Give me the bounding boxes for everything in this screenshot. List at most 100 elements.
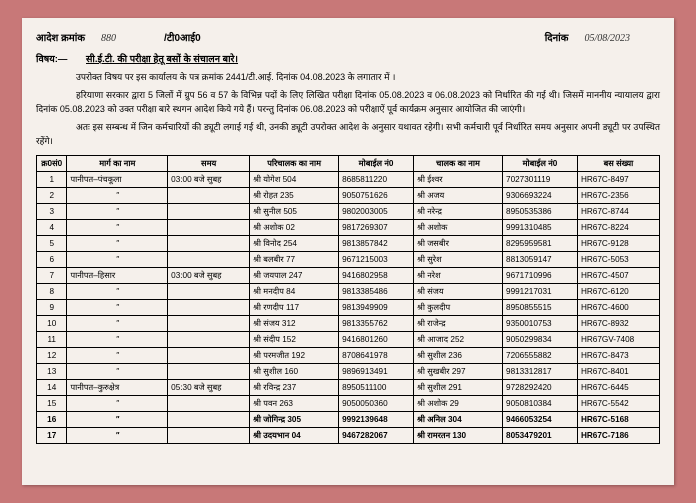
cell-sn: 14 (37, 379, 67, 395)
order-label: आदेश क्रमांक (36, 30, 85, 44)
cell-mobile-1: 9813385486 (339, 283, 414, 299)
table-body: 1पानीपत–पंचकूला03:00 बजे सुबहश्री योगेश … (37, 171, 660, 443)
cell-mobile-1: 9817269307 (339, 219, 414, 235)
cell-time: 05:30 बजे सुबह (168, 379, 250, 395)
cell-conductor: श्री योगेश 504 (250, 171, 339, 187)
cell-mobile-1: 9467282067 (339, 427, 414, 443)
cell-time (168, 347, 250, 363)
cell-route: " (67, 299, 168, 315)
cell-route: " (67, 427, 168, 443)
cell-conductor: श्री रविन्द्र 237 (250, 379, 339, 395)
th-route: मार्ग का नाम (67, 155, 168, 171)
cell-mobile-2: 9050299834 (503, 331, 578, 347)
cell-driver: श्री सुरेश (414, 251, 503, 267)
date-label: दिनांक (545, 30, 569, 44)
cell-conductor: श्री रोहत 235 (250, 187, 339, 203)
cell-time (168, 187, 250, 203)
cell-time (168, 427, 250, 443)
cell-mobile-1: 9813949909 (339, 299, 414, 315)
duty-table: क्र0सं0 मार्ग का नाम समय परिचालक का नाम … (36, 155, 660, 444)
cell-driver: श्री नरेन्द्र (414, 203, 503, 219)
cell-mobile-2: 7206555882 (503, 347, 578, 363)
cell-bus: HR67C-7186 (577, 427, 659, 443)
table-row: 12"श्री परमजीत 1928708641978श्री सुशील 2… (37, 347, 660, 363)
cell-bus: HR67C-5542 (577, 395, 659, 411)
cell-mobile-1: 9813355762 (339, 315, 414, 331)
cell-route: " (67, 395, 168, 411)
cell-mobile-1: 9050050360 (339, 395, 414, 411)
cell-route: " (67, 235, 168, 251)
cell-conductor: श्री मनदीप 84 (250, 283, 339, 299)
cell-time (168, 363, 250, 379)
cell-mobile-1: 9992139648 (339, 411, 414, 427)
cell-bus: HR67C-8224 (577, 219, 659, 235)
subject-label: विषय:— (36, 52, 86, 65)
th-mobile-1: मोबाईल नं0 (339, 155, 414, 171)
cell-mobile-2: 8950855515 (503, 299, 578, 315)
order-number: 880 (101, 33, 116, 44)
table-row: 17"श्री उदयभान 049467282067श्री रामरतन 1… (37, 427, 660, 443)
cell-sn: 7 (37, 267, 67, 283)
header-row: आदेश क्रमांक 880 /टी0आई0 दिनांक 05/08/20… (36, 30, 660, 44)
cell-bus: HR67C-8473 (577, 347, 659, 363)
cell-time (168, 283, 250, 299)
cell-sn: 13 (37, 363, 67, 379)
table-head: क्र0सं0 मार्ग का नाम समय परिचालक का नाम … (37, 155, 660, 171)
cell-sn: 16 (37, 411, 67, 427)
cell-bus: HR67C-8744 (577, 203, 659, 219)
cell-time (168, 331, 250, 347)
table-row: 16"श्री जोगिन्द्र 3059992139648श्री अनिल… (37, 411, 660, 427)
cell-time (168, 251, 250, 267)
cell-conductor: श्री जयपाल 247 (250, 267, 339, 283)
table-row: 11"श्री संदीप 1529416801260श्री आजाद 252… (37, 331, 660, 347)
cell-driver: श्री अशोक (414, 219, 503, 235)
cell-driver: श्री अजय (414, 187, 503, 203)
cell-mobile-2: 9466053254 (503, 411, 578, 427)
cell-sn: 4 (37, 219, 67, 235)
table-row: 13"श्री सुशील 1609896913491श्री सुखबीर 2… (37, 363, 660, 379)
cell-bus: HR67C-5053 (577, 251, 659, 267)
cell-conductor: श्री सुशील 160 (250, 363, 339, 379)
document-paper: आदेश क्रमांक 880 /टी0आई0 दिनांक 05/08/20… (22, 18, 674, 485)
cell-conductor: श्री अशोक 02 (250, 219, 339, 235)
cell-mobile-1: 9802003005 (339, 203, 414, 219)
cell-conductor: श्री बलबीर 77 (250, 251, 339, 267)
cell-sn: 5 (37, 235, 67, 251)
subject-row: विषय:— सी.ई.टी. की परीक्षा हेतू बसों के … (36, 52, 660, 65)
table-row: 3"श्री सुनील 5059802003005श्री नरेन्द्र8… (37, 203, 660, 219)
cell-bus: HR67C-2356 (577, 187, 659, 203)
cell-mobile-1: 9050751626 (339, 187, 414, 203)
paragraph-2: हरियाणा सरकार द्वारा 5 जिलों में ग्रुप 5… (36, 89, 660, 117)
cell-driver: श्री जसबीर (414, 235, 503, 251)
table-row: 4"श्री अशोक 029817269307श्री अशोक9991310… (37, 219, 660, 235)
cell-route: " (67, 363, 168, 379)
cell-route: " (67, 203, 168, 219)
table-row: 1पानीपत–पंचकूला03:00 बजे सुबहश्री योगेश … (37, 171, 660, 187)
cell-mobile-1: 8950511100 (339, 379, 414, 395)
cell-route: " (67, 315, 168, 331)
cell-driver: श्री संजय (414, 283, 503, 299)
cell-mobile-2: 8053479201 (503, 427, 578, 443)
cell-driver: श्री आजाद 252 (414, 331, 503, 347)
table-row: 9"श्री रणदीप 1179813949909श्री कुलदीप895… (37, 299, 660, 315)
th-sn: क्र0सं0 (37, 155, 67, 171)
paragraph-3: अतः इस सम्बन्ध में जिन कर्मचारियों की ड्… (36, 121, 660, 149)
cell-conductor: श्री विनोद 254 (250, 235, 339, 251)
table-row: 8"श्री मनदीप 849813385486श्री संजय999121… (37, 283, 660, 299)
cell-sn: 6 (37, 251, 67, 267)
cell-route: " (67, 187, 168, 203)
cell-time: 03:00 बजे सुबह (168, 171, 250, 187)
cell-mobile-2: 8295959581 (503, 235, 578, 251)
cell-sn: 10 (37, 315, 67, 331)
cell-driver: श्री नरेश (414, 267, 503, 283)
table-row: 14पानीपत–कुरुक्षेत्र05:30 बजे सुबहश्री र… (37, 379, 660, 395)
cell-mobile-2: 9671710996 (503, 267, 578, 283)
cell-mobile-2: 9991310485 (503, 219, 578, 235)
th-driver: चालक का नाम (414, 155, 503, 171)
th-mobile-2: मोबाईल नं0 (503, 155, 578, 171)
cell-bus: HR67C-4600 (577, 299, 659, 315)
cell-mobile-1: 9671215003 (339, 251, 414, 267)
cell-mobile-1: 8685811220 (339, 171, 414, 187)
table-row: 2"श्री रोहत 2359050751626श्री अजय9306693… (37, 187, 660, 203)
cell-bus: HR67C-5168 (577, 411, 659, 427)
